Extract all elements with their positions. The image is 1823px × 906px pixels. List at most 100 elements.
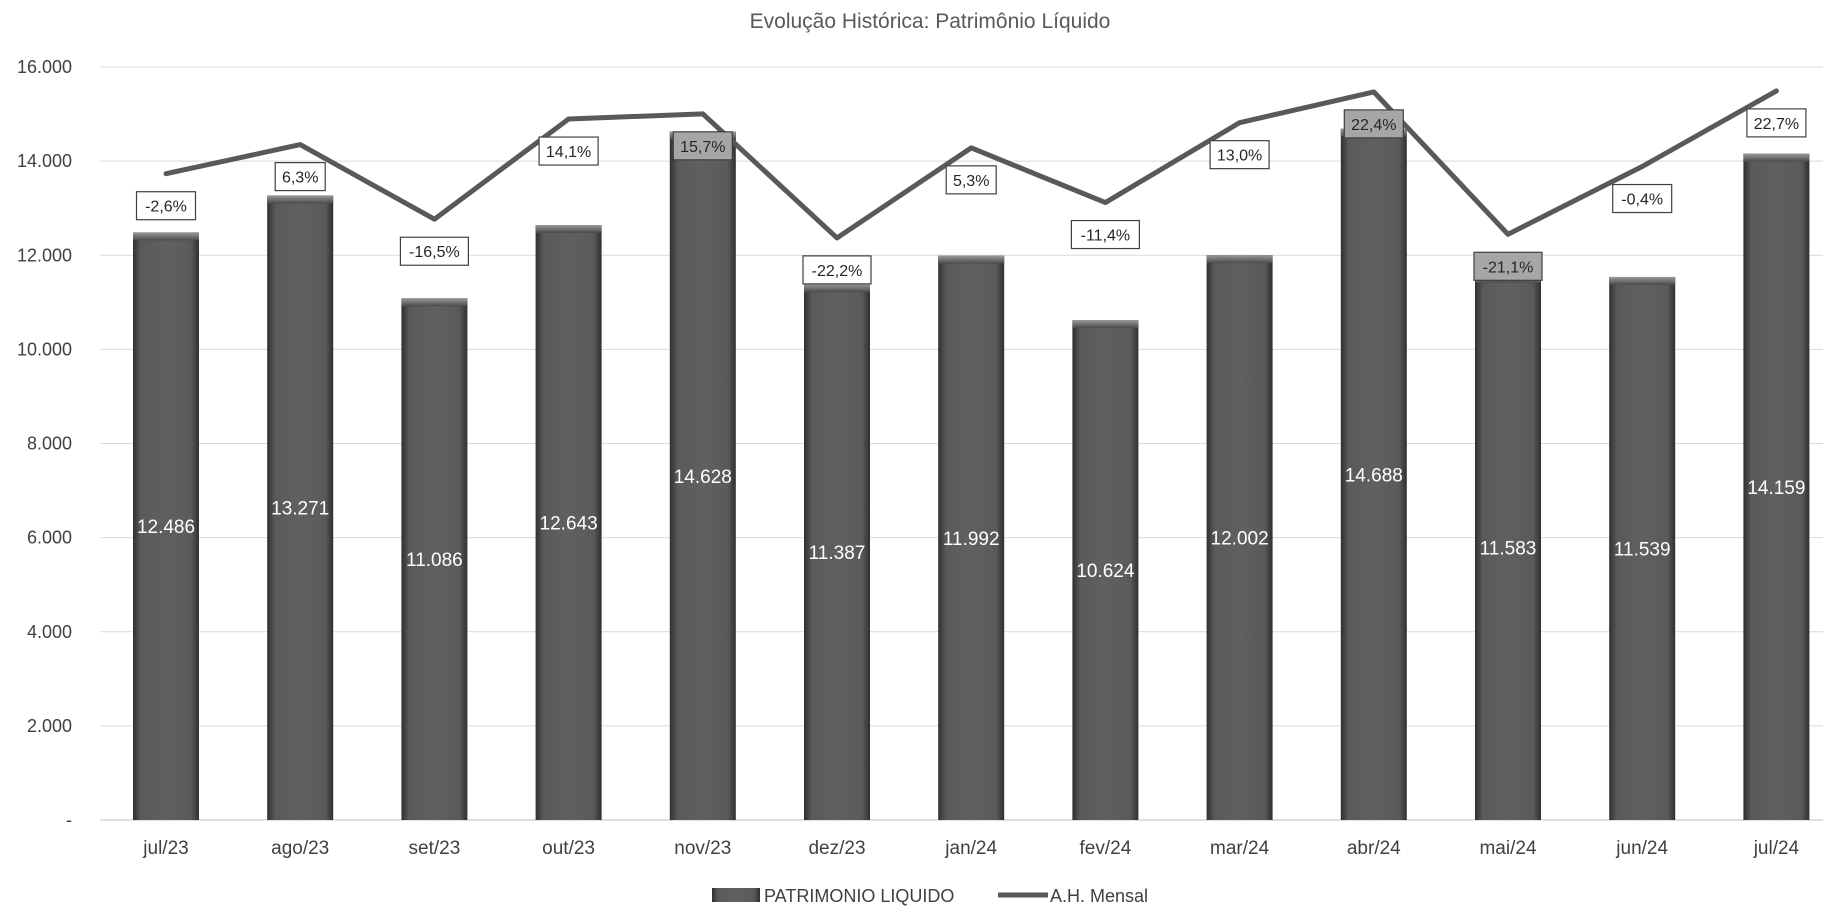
data-labels: 12.486 13.271 11.086 12.643 14.628 11.387 11.9… bbox=[135, 108, 1807, 582]
x-category-label: mar/24 bbox=[1210, 838, 1270, 859]
pct-label: 5,3% bbox=[953, 173, 989, 190]
pct-label-box bbox=[399, 236, 469, 266]
legend-bar-label: PATRIMONIO LIQUIDO bbox=[764, 886, 954, 906]
bar-value-label: 12.643 bbox=[540, 513, 598, 534]
bar-body bbox=[1475, 274, 1541, 820]
x-category-label: abr/24 bbox=[1347, 838, 1401, 859]
bar bbox=[669, 131, 736, 820]
bar-cap bbox=[1206, 255, 1273, 264]
y-tick-label: 2.000 bbox=[27, 716, 72, 736]
bar bbox=[1609, 276, 1676, 820]
bar bbox=[1206, 255, 1273, 820]
x-category-label: jun/24 bbox=[1615, 838, 1668, 859]
bar-value-label: 10.624 bbox=[1076, 561, 1135, 582]
pct-label: 22,4% bbox=[1351, 117, 1396, 134]
chart-title: Evolução Histórica: Patrimônio Líquido bbox=[750, 10, 1111, 33]
bar-value-label: 13.271 bbox=[271, 499, 329, 520]
pct-label-box bbox=[1746, 108, 1807, 138]
y-tick-label: 16.000 bbox=[17, 57, 72, 77]
pct-label: -22,2% bbox=[812, 263, 863, 280]
bar bbox=[1340, 128, 1407, 821]
bar-cap bbox=[1072, 320, 1139, 329]
bar-cap bbox=[535, 224, 602, 233]
pct-label-box bbox=[1070, 219, 1141, 250]
pct-label: -0,4% bbox=[1621, 192, 1663, 209]
bar-body bbox=[1206, 255, 1273, 820]
bar-value-label: 11.583 bbox=[1480, 538, 1537, 559]
x-category-label: jul/24 bbox=[1753, 838, 1800, 859]
pct-label: -21,1% bbox=[1483, 259, 1534, 276]
line-series bbox=[163, 88, 1779, 241]
bar-body bbox=[1609, 276, 1676, 820]
bar-series bbox=[133, 128, 1810, 821]
bar-body bbox=[133, 232, 199, 820]
bar bbox=[535, 224, 602, 820]
pct-label: 14,1% bbox=[546, 144, 591, 161]
pct-label: 15,7% bbox=[680, 139, 725, 156]
bar bbox=[804, 284, 870, 820]
pct-label: 13,0% bbox=[1217, 148, 1262, 165]
pct-label-box bbox=[945, 165, 997, 195]
bar-cap bbox=[267, 195, 334, 204]
y-tick-label: 10.000 bbox=[17, 339, 72, 359]
pct-label: -2,6% bbox=[145, 199, 187, 216]
x-category-label: out/23 bbox=[542, 838, 595, 859]
pct-label-box bbox=[1343, 109, 1404, 139]
y-tick-label: 6.000 bbox=[27, 528, 72, 548]
y-tick-label: 12.000 bbox=[17, 245, 72, 265]
bar-cap bbox=[401, 298, 468, 307]
y-tick-label: 8.000 bbox=[27, 434, 72, 454]
pct-label: 22,7% bbox=[1754, 116, 1799, 133]
bar-value-label: 12.486 bbox=[137, 517, 195, 538]
pct-label-box bbox=[1612, 183, 1673, 214]
y-axis-ticks: - 2.000 4.000 6.000 8.000 10.000 12.000 14.000 1… bbox=[17, 57, 72, 830]
pct-label-box bbox=[1209, 140, 1270, 170]
line-a-h-mensal bbox=[163, 88, 1779, 241]
bar-body bbox=[267, 195, 334, 820]
bar-body bbox=[804, 284, 870, 820]
x-category-label: mai/24 bbox=[1479, 838, 1536, 859]
pct-label: -11,4% bbox=[1081, 228, 1131, 245]
bar bbox=[1072, 320, 1139, 820]
x-category-label: jul/23 bbox=[142, 838, 188, 859]
y-tick-label: 4.000 bbox=[27, 622, 72, 642]
bar bbox=[401, 298, 468, 820]
bar-cap bbox=[938, 255, 1005, 264]
y-tick-label: - bbox=[66, 810, 72, 830]
bar bbox=[1743, 153, 1810, 820]
bar-value-label: 11.387 bbox=[809, 543, 866, 564]
bar-body bbox=[1340, 128, 1407, 821]
bar bbox=[1475, 274, 1541, 820]
bar-cap bbox=[1609, 276, 1676, 285]
x-category-label: fev/24 bbox=[1080, 838, 1132, 859]
x-category-label: ago/23 bbox=[271, 838, 329, 859]
bar bbox=[267, 195, 334, 820]
pct-label: -16,5% bbox=[409, 244, 460, 261]
pct-label: 6,3% bbox=[282, 170, 318, 187]
bar-cap bbox=[1743, 153, 1810, 162]
bar-body bbox=[938, 255, 1005, 821]
bar-value-label: 11.539 bbox=[1614, 539, 1671, 560]
bar-body bbox=[1072, 320, 1139, 820]
x-category-label: nov/23 bbox=[674, 838, 731, 859]
y-tick-label: 14.000 bbox=[17, 151, 72, 171]
x-category-label: dez/23 bbox=[808, 838, 865, 859]
pct-label-box bbox=[802, 255, 872, 285]
legend: PATRIMONIO LIQUIDO A.H. Mensal bbox=[712, 886, 1148, 906]
x-category-label: jan/24 bbox=[944, 838, 997, 859]
pct-label-box bbox=[672, 131, 733, 161]
legend-line-label: A.H. Mensal bbox=[1050, 886, 1148, 906]
bar-cap bbox=[804, 284, 870, 293]
x-category-label: set/23 bbox=[409, 838, 461, 859]
bar-value-label: 12.002 bbox=[1211, 529, 1269, 550]
pct-label-box bbox=[135, 191, 197, 221]
legend-bar-swatch bbox=[712, 888, 760, 902]
bar bbox=[133, 232, 199, 820]
bar bbox=[938, 255, 1005, 821]
bar-body bbox=[535, 224, 602, 820]
bar-value-label: 14.159 bbox=[1747, 478, 1805, 499]
bar-body bbox=[1743, 153, 1810, 820]
bar-body bbox=[401, 298, 468, 820]
bar-cap bbox=[133, 232, 199, 241]
